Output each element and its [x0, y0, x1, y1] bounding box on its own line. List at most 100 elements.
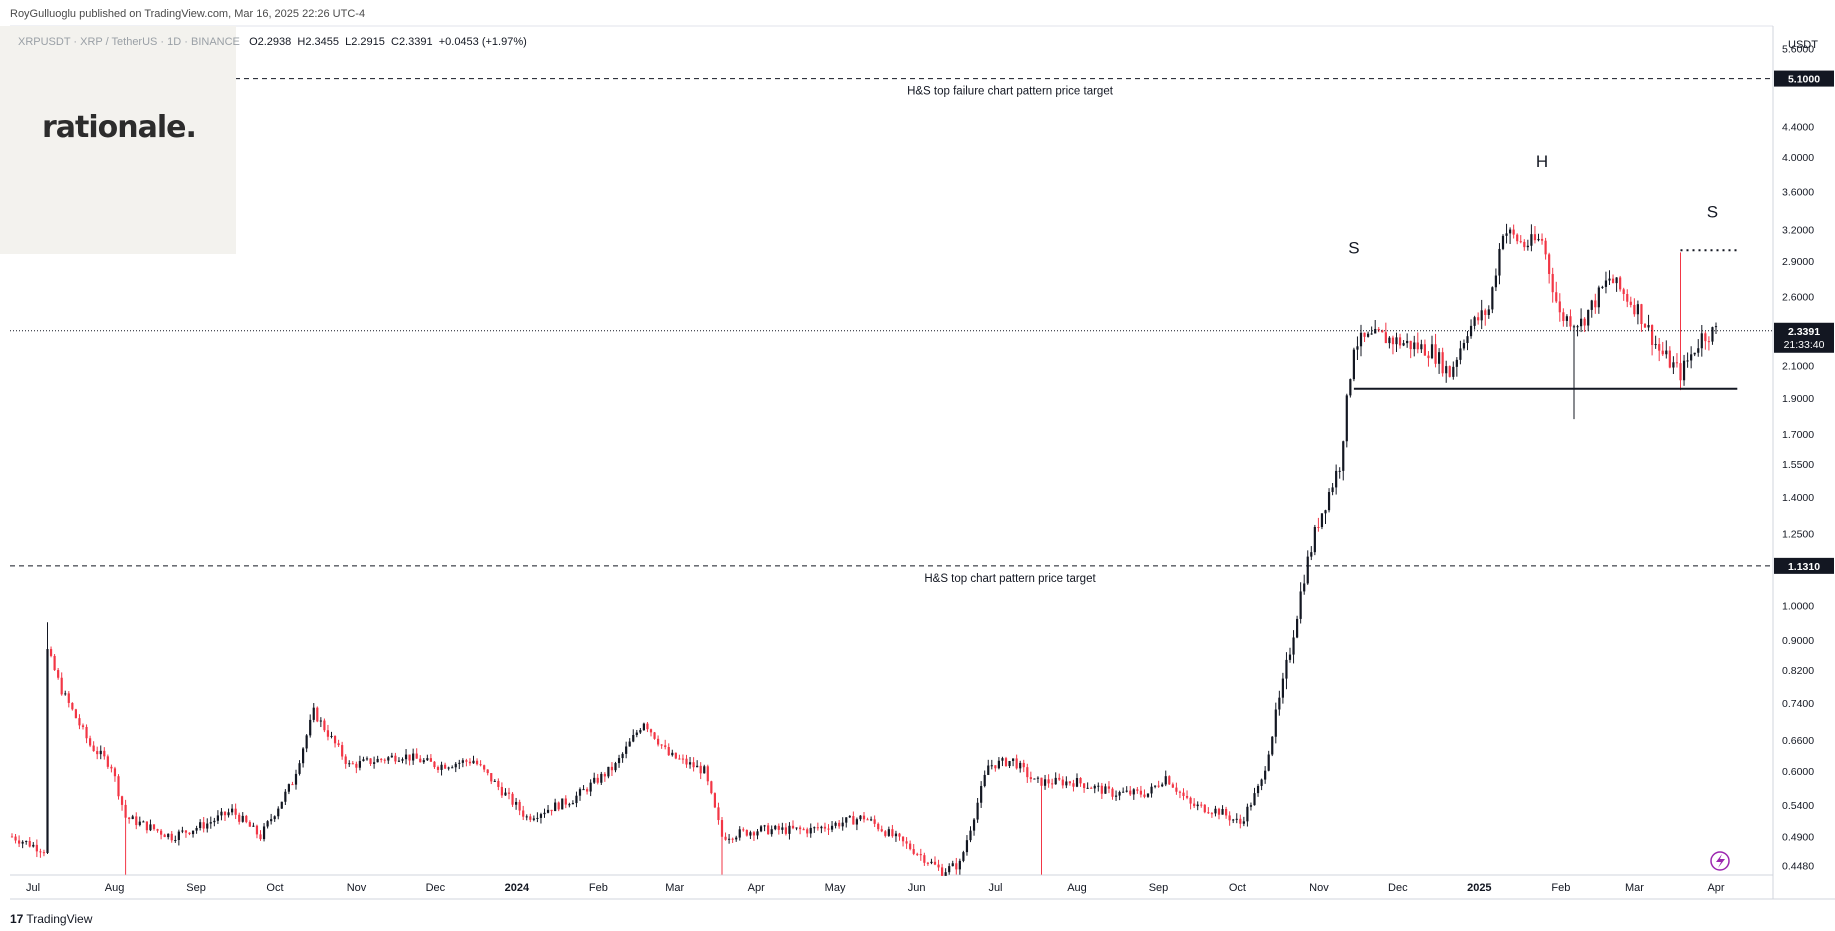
candle-body — [96, 751, 99, 755]
candle-body — [170, 833, 173, 841]
candle-body — [1505, 233, 1508, 236]
candle-body — [383, 759, 386, 761]
candle-body — [1118, 792, 1121, 796]
candle-body — [600, 773, 603, 783]
symbol-name[interactable]: XRPUSDT · XRP / TetherUS · 1D · BINANCE — [18, 36, 240, 48]
candle-body — [1285, 659, 1288, 679]
candle-body — [422, 760, 425, 763]
time-tick-label: Sep — [1149, 882, 1169, 894]
candle-body — [319, 720, 322, 722]
candle-body — [1335, 470, 1338, 488]
price-tick-label: 0.8200 — [1782, 665, 1814, 677]
candle-body — [1150, 786, 1153, 794]
candle-body — [1484, 310, 1487, 315]
candle-body — [1533, 234, 1537, 241]
candle-body — [159, 830, 163, 835]
candle-body — [962, 852, 965, 861]
candle-body — [355, 763, 358, 768]
candle-body — [1551, 273, 1554, 293]
candle-body — [639, 730, 642, 733]
rationale-logo: rationale. — [0, 26, 236, 254]
candle-body — [195, 828, 198, 831]
candle-body — [539, 814, 543, 818]
candle-body — [1242, 821, 1245, 824]
candle-body — [607, 766, 610, 777]
candle-body — [280, 801, 283, 809]
candle-body — [1051, 783, 1054, 785]
candle-body — [1271, 736, 1274, 755]
candle-body — [568, 804, 571, 806]
candle-body — [1153, 785, 1157, 787]
candle-body — [1398, 337, 1402, 346]
candle-body — [621, 753, 624, 759]
candle-body — [1427, 355, 1430, 359]
candle-body — [763, 825, 766, 827]
time-tick-label: Dec — [1388, 882, 1408, 894]
candle-body — [681, 758, 685, 760]
candle-body — [1597, 287, 1600, 308]
candle-body — [1420, 344, 1423, 350]
candle-body — [191, 830, 195, 835]
candle-body — [823, 826, 827, 829]
candle-body — [696, 765, 699, 768]
candle-body — [791, 825, 795, 829]
candle-body — [408, 754, 411, 761]
tradingview-brand: TradingView — [26, 912, 93, 926]
candle-body — [667, 747, 670, 756]
time-tick-label: Oct — [266, 882, 283, 894]
time-tick-label: Aug — [1067, 882, 1087, 894]
candle-body — [1409, 340, 1412, 350]
candle-body — [990, 765, 993, 767]
candle-body — [816, 827, 819, 829]
candle-body — [1675, 362, 1679, 364]
time-tick-label: Apr — [748, 882, 765, 894]
candle-body — [1437, 352, 1441, 364]
candle-body — [1590, 300, 1593, 310]
candle-body — [291, 784, 294, 786]
lightning-bolt-icon — [1716, 854, 1725, 868]
candle-body — [401, 759, 404, 761]
candle-body — [1459, 348, 1462, 360]
candle-body — [25, 840, 28, 842]
candle-body — [706, 766, 709, 782]
candle-body — [1171, 784, 1174, 788]
price-tick-label: 4.4000 — [1782, 121, 1814, 133]
level-price-tag — [1774, 70, 1834, 87]
candle-body — [230, 808, 234, 813]
candle-body — [316, 707, 319, 722]
candle-body — [1704, 333, 1707, 342]
candle-body — [987, 765, 990, 775]
candle-body — [1029, 777, 1032, 780]
candle-body — [404, 754, 408, 760]
candle-body — [731, 838, 734, 840]
candle-body — [60, 677, 63, 695]
candle-body — [1647, 325, 1650, 328]
time-tick-label: Sep — [186, 882, 206, 894]
time-tick-label: Apr — [1707, 882, 1724, 894]
candle-body — [699, 765, 702, 774]
low-value: L2.2915 — [345, 36, 385, 48]
candle-body — [767, 825, 770, 835]
candle-body — [1558, 301, 1561, 313]
candle-body — [628, 741, 631, 747]
candle-body — [429, 758, 433, 762]
candle-body — [241, 815, 244, 822]
candle-body — [866, 819, 869, 821]
candle-body — [113, 768, 117, 777]
candle-body — [213, 820, 216, 823]
candle-body — [1604, 280, 1608, 287]
candle-body — [1622, 289, 1625, 295]
tradingview-footer[interactable]: 17 TradingView — [10, 912, 92, 926]
candle-body — [188, 832, 191, 835]
candle-body — [603, 773, 606, 777]
candle-body — [504, 792, 507, 796]
candle-body — [845, 817, 848, 823]
candle-body — [1523, 241, 1526, 248]
candle-body — [596, 777, 599, 783]
candle-body — [972, 819, 976, 831]
candle-body — [1445, 366, 1448, 374]
candle-body — [333, 735, 337, 744]
candle-body — [901, 836, 905, 842]
time-tick-label: Jun — [908, 882, 926, 894]
